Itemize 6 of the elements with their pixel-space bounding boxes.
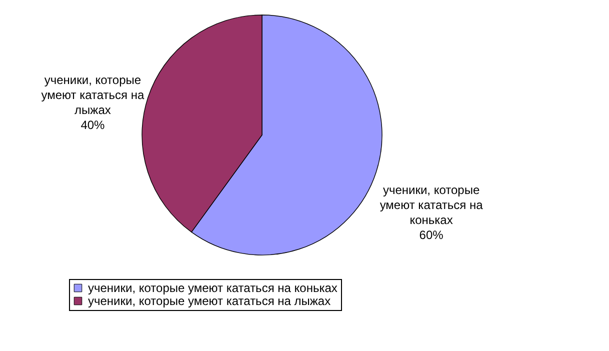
legend-label: ученики, которые умеют кататься на коньках [88, 281, 338, 295]
data-label: 60% [419, 228, 444, 242]
slice-label: ученики, которые умеют кататься на коньках [380, 183, 484, 228]
slice-label: ученики, которые умеют кататься на лыжах [41, 72, 144, 117]
data-label: 40% [80, 118, 106, 132]
legend-label: ученики, которые умеют кататься на лыжах [88, 294, 331, 308]
